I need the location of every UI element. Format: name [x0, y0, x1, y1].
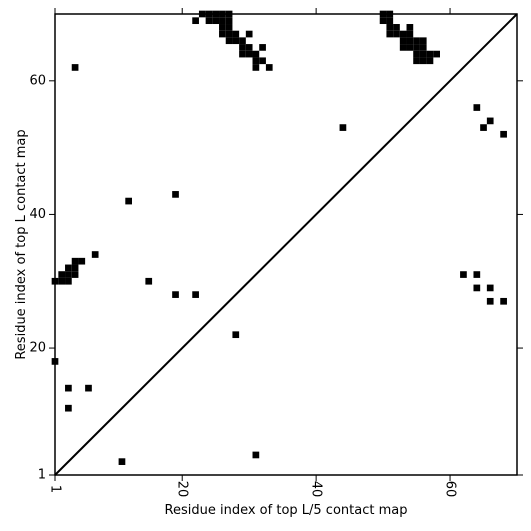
- contact-point: [419, 37, 427, 45]
- y-tick-label: 1: [38, 468, 46, 483]
- contact-point: [473, 284, 481, 292]
- contact-point: [232, 331, 240, 339]
- contact-point: [232, 30, 240, 38]
- contact-point: [145, 277, 153, 285]
- contact-point: [58, 271, 66, 278]
- contact-point: [65, 404, 72, 412]
- x-tick-label: 1: [48, 485, 63, 493]
- contact-point: [473, 104, 481, 111]
- contact-point: [406, 37, 414, 45]
- contact-point: [259, 44, 266, 51]
- contact-point: [225, 24, 233, 31]
- contact-point: [386, 30, 394, 38]
- contact-point: [91, 251, 99, 258]
- diagonal-line: [54, 13, 518, 476]
- contact-point: [413, 44, 420, 51]
- contact-point: [239, 37, 246, 45]
- contact-point: [245, 44, 253, 51]
- contact-point: [65, 264, 72, 272]
- contact-point: [500, 297, 507, 305]
- contact-point: [426, 57, 434, 65]
- contact-point: [406, 24, 414, 31]
- x-tick-label: 20: [175, 481, 190, 498]
- contact-points: [51, 10, 507, 465]
- contact-point: [192, 291, 199, 298]
- contact-point: [225, 37, 233, 45]
- contact-point: [413, 37, 420, 45]
- contact-point: [205, 17, 213, 25]
- contact-point: [65, 384, 72, 392]
- contact-point: [192, 17, 199, 25]
- contact-point: [252, 451, 260, 459]
- contact-point: [259, 57, 266, 65]
- contact-point: [406, 30, 414, 38]
- contact-point: [480, 124, 487, 131]
- contact-point: [252, 57, 260, 65]
- contact-point: [486, 117, 494, 125]
- contact-point: [386, 24, 394, 31]
- y-tick-label: 40: [29, 207, 46, 222]
- contact-point: [212, 17, 220, 25]
- contact-point: [399, 37, 407, 45]
- y-tick-label: 60: [29, 73, 46, 88]
- contact-point: [413, 50, 420, 58]
- contact-point: [419, 44, 427, 51]
- x-tick-label: 40: [309, 481, 324, 498]
- contact-point: [339, 124, 347, 131]
- x-tick-label: 60: [443, 481, 458, 498]
- contact-point: [500, 130, 507, 138]
- contact-point: [118, 458, 126, 465]
- contact-point: [71, 271, 79, 278]
- contact-point: [245, 50, 253, 58]
- contact-point: [232, 37, 240, 45]
- contact-point: [172, 191, 179, 198]
- y-tick-label: 20: [29, 341, 46, 356]
- contact-point: [225, 30, 233, 38]
- contact-point: [71, 257, 79, 265]
- contact-point: [379, 17, 387, 25]
- contact-point: [399, 30, 407, 38]
- contact-point: [245, 30, 253, 38]
- contact-point: [219, 24, 226, 31]
- contact-point: [58, 277, 66, 285]
- contact-point: [85, 384, 92, 392]
- contact-point: [433, 50, 440, 58]
- contact-point: [219, 30, 226, 38]
- contact-point: [393, 30, 400, 38]
- contact-point: [252, 50, 260, 58]
- plot-frame: [54, 13, 518, 476]
- contact-point: [65, 271, 72, 278]
- contact-point: [172, 291, 179, 298]
- contact-point: [225, 17, 233, 25]
- contact-point: [65, 277, 72, 285]
- contact-point: [473, 271, 481, 278]
- contact-point: [265, 64, 273, 71]
- contact-point: [78, 257, 86, 265]
- contact-point: [413, 57, 420, 65]
- contact-point: [386, 17, 394, 25]
- axis-ticks: 1 20 40 60 1 20 40 60: [29, 8, 523, 497]
- contact-point: [486, 284, 494, 292]
- contact-point: [125, 197, 132, 205]
- x-axis-title: Residue index of top L/5 contact map: [165, 503, 408, 518]
- contact-point: [393, 24, 400, 31]
- contact-point: [486, 297, 494, 305]
- contact-point: [399, 44, 407, 51]
- contact-point: [71, 264, 79, 272]
- contact-point: [419, 57, 427, 65]
- contact-point: [239, 44, 246, 51]
- contact-point: [460, 271, 467, 278]
- contact-point: [219, 17, 226, 25]
- y-axis-title: Residue index of top L contact map: [14, 129, 29, 359]
- contact-point: [406, 44, 414, 51]
- contact-point: [419, 50, 427, 58]
- contact-point: [71, 64, 79, 71]
- contact-point: [252, 64, 260, 71]
- contact-point: [239, 50, 246, 58]
- contact-point: [426, 50, 434, 58]
